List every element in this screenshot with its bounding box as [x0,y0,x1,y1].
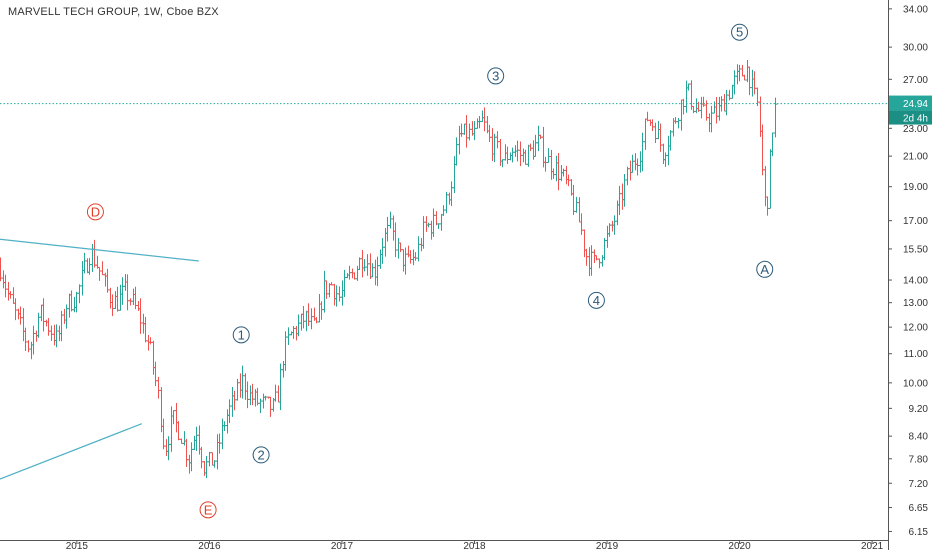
price-tick-label: 7.20 [909,479,929,490]
wave-label-circle [587,291,605,309]
price-tick-label: 7.80 [909,454,929,465]
wave-label-5: 5 [736,25,743,40]
last-price-badge [889,95,932,111]
wave-label-circle [232,326,250,344]
price-axis-bg [888,0,932,550]
price-tick-label: 15.50 [903,244,928,255]
wave-label-3: 3 [492,68,499,83]
time-tick-label: 2015 [66,541,89,550]
time-tick-label: 2018 [463,541,486,550]
chart-title: MARVELL TECH GROUP, 1W, Cboe BZX [8,6,219,18]
wave-label-circle [199,501,217,519]
time-tick-label: 2016 [198,541,221,550]
price-tick-label: 6.65 [909,503,929,514]
wave-label-2: 2 [257,447,264,462]
wave-label-E: E [204,502,213,517]
price-tick-label: 14.00 [903,276,928,287]
price-tick-label: 30.00 [903,43,928,54]
wave-label-circle [252,446,270,464]
time-tick-label: 2017 [331,541,354,550]
price-tick-label: 17.00 [903,216,928,227]
price-tick-label: 6.15 [909,527,929,538]
wave-label-circle [731,23,749,41]
wave-label-circle [86,203,104,221]
wave-label-1: 1 [238,327,245,342]
time-tick-label: 2020 [728,541,751,550]
price-tick-label: 12.00 [903,323,928,334]
price-tick-label: 10.00 [903,378,928,389]
price-tick-label: 8.40 [909,432,929,443]
trendline [0,238,199,262]
trendline [0,423,143,480]
price-tick-label: 34.00 [903,4,928,15]
price-tick-label: 23.00 [903,124,928,135]
price-tick-label: 11.00 [904,349,929,360]
time-tick-label: 2019 [596,541,619,550]
wave-label-circle [756,260,774,278]
wave-label-4: 4 [593,293,600,308]
time-axis-bg [0,540,888,550]
time-tick-label: 2021 [861,541,884,550]
price-tick-label: 19.00 [903,182,928,193]
price-tick-label: 21.00 [903,152,928,163]
wave-label-D: D [91,204,100,219]
price-tick-label: 27.00 [903,75,928,86]
wave-label-circle [487,67,505,85]
last-price-value: 24.94 [903,99,928,110]
countdown-badge [889,110,932,125]
price-tick-label: 13.00 [903,298,928,309]
wave-label-A: A [760,262,769,277]
price-tick-label: 9.20 [909,404,929,415]
countdown-value: 2d 4h [903,114,928,125]
